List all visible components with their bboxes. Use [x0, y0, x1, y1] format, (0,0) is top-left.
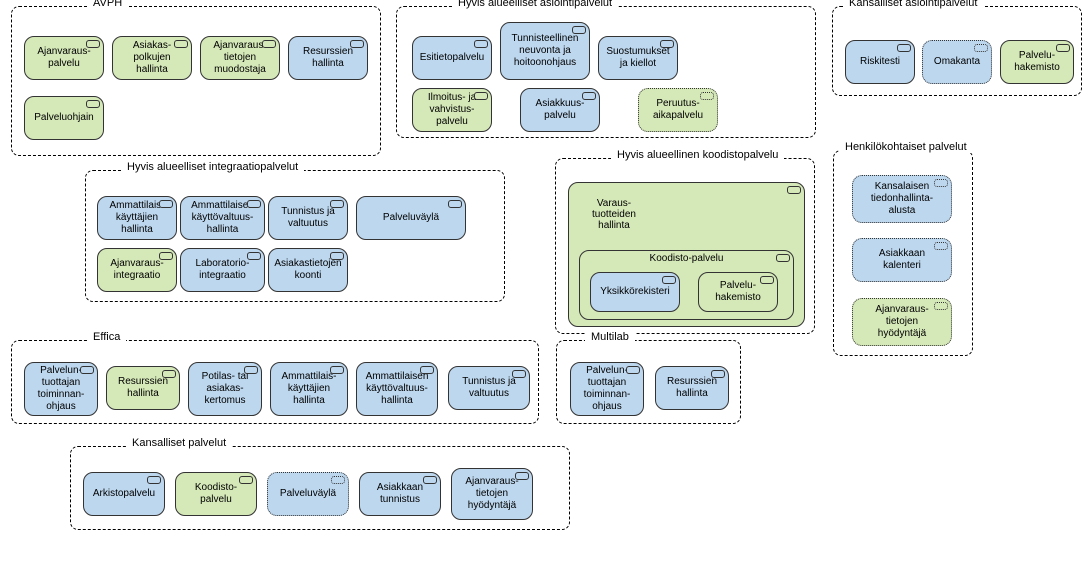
- node-label-peruutus_aika: Peruutus-aikapalvelu: [653, 98, 703, 122]
- node-resurssien_hallinta_1: Resurssienhallinta: [288, 36, 368, 80]
- node-arkistopalvelu: Arkistopalvelu: [83, 472, 165, 516]
- node-suostumukset: Suostumuksetja kiellot: [598, 36, 678, 80]
- node-laboratorio_integraatio: Laboratorio-integraatio: [180, 248, 265, 292]
- node-label-palvelu_hakemisto_1: Palvelu-hakemisto: [1014, 50, 1060, 74]
- group-label-effica: Effica: [87, 331, 126, 343]
- node-label-ajanvaraus_hyodyntaja_1: Ajanvaraus-tietojenhyödyntäjä: [875, 304, 928, 340]
- node-label-laboratorio_integraatio: Laboratorio-integraatio: [196, 258, 250, 282]
- node-ammattilais_kayttajien_2: Ammattilais-käyttäjienhallinta: [270, 362, 348, 416]
- node-label-arkistopalvelu: Arkistopalvelu: [93, 488, 155, 500]
- group-label-avph: AVPH: [87, 0, 128, 9]
- node-ammattilais_kayttajien_1: Ammattilais-käyttäjienhallinta: [97, 196, 177, 240]
- node-label-ajanvaraus_hyodyntaja_2: Ajanvaraus-tietojenhyödyntäjä: [465, 476, 518, 512]
- node-ammattilaisen_kayttovaltuus: Ammattilaisenkäyttövaltuus-hallinta: [180, 196, 265, 240]
- node-label-riskitesti: Riskitesti: [860, 56, 900, 68]
- nested-label-varaus_tuotteiden: Varaus-tuotteiden hallinta: [579, 198, 649, 231]
- node-label-ajanvaraus_integraatio: Ajanvaraus-integraatio: [110, 258, 163, 282]
- node-asiakastietojen_koonti: Asiakastietojenkoonti: [268, 248, 348, 292]
- node-label-palveluvayla_1: Palveluväylä: [383, 212, 439, 224]
- node-label-ajanvaraus_palvelu: Ajanvaraus-palvelu: [37, 46, 90, 70]
- nested-label-koodisto_palvelu: Koodisto-palvelu: [580, 253, 793, 264]
- node-koodisto_palvelu_node: Koodisto-palvelu: [175, 472, 257, 516]
- node-yksikkörekisteri: Yksikkörekisteri: [590, 272, 680, 312]
- node-label-ammattilais_kayttajien_1: Ammattilais-käyttäjienhallinta: [109, 200, 164, 236]
- group-label-hyvis_asiointi: Hyvis alueelliset asiointipalvelut: [452, 0, 618, 9]
- node-label-yksikkörekisteri: Yksikkörekisteri: [600, 286, 669, 298]
- node-label-omakanta: Omakanta: [934, 56, 980, 68]
- node-label-palveluvayla_2: Palveluväylä: [280, 488, 336, 500]
- node-label-tunnistus_valtuutus_1: Tunnistus javaltuutus: [281, 206, 335, 230]
- node-omakanta: Omakanta: [922, 40, 992, 84]
- node-label-palvelun_tuottajan_1: Palvelun-tuottajantoiminnan-ohjaus: [38, 365, 85, 413]
- node-riskitesti: Riskitesti: [845, 40, 915, 84]
- group-label-multilab: Multilab: [585, 331, 635, 343]
- node-ajanvaraus_hyodyntaja_2: Ajanvaraus-tietojenhyödyntäjä: [451, 468, 533, 520]
- group-label-kansalliset_palvelut: Kansalliset palvelut: [126, 437, 232, 449]
- node-label-tunnisteellinen: Tunnisteellinenneuvonta jahoitoonohjaus: [512, 33, 579, 69]
- node-esitietopalvelu: Esitietopalvelu: [412, 36, 492, 80]
- node-label-resurssien_hallinta_2: Resurssienhallinta: [118, 376, 168, 400]
- node-tunnistus_valtuutus_2: Tunnistus javaltuutus: [448, 366, 530, 410]
- node-ajanvaraus_tietojen_muodostaja: Ajanvaraus-tietojenmuodostaja: [200, 36, 280, 80]
- node-label-ammattilaisen_kayttovaltuus: Ammattilaisenkäyttövaltuus-hallinta: [191, 200, 254, 236]
- node-palvelun_tuottajan_2: Palvelun-tuottajantoiminnan-ohjaus: [570, 362, 644, 416]
- group-label-kansalliset_asiointi: Kansalliset asiointipalvelut: [843, 0, 983, 9]
- node-label-asiakkuus_palvelu: Asiakkuus-palvelu: [536, 98, 585, 122]
- node-label-ammattilais_kayttajien_2: Ammattilais-käyttäjienhallinta: [281, 371, 336, 407]
- node-label-esitietopalvelu: Esitietopalvelu: [420, 52, 484, 64]
- node-label-potilas_asiakas: Potilas- taiasiakas-kertomus: [202, 371, 249, 407]
- node-palvelu_hakemisto_2: Palvelu-hakemisto: [698, 272, 778, 312]
- node-label-palvelun_tuottajan_2: Palvelun-tuottajantoiminnan-ohjaus: [584, 365, 631, 413]
- node-palveluvayla_1: Palveluväylä: [356, 196, 466, 240]
- node-asiakkaan_kalenteri: Asiakkaankalenteri: [852, 238, 952, 282]
- node-label-kansalaisen_tiedonhallinta: Kansalaisentiedonhallinta-alusta: [871, 181, 933, 217]
- node-palvelu_hakemisto_1: Palvelu-hakemisto: [1000, 40, 1074, 84]
- node-ilmoitus_vahvistus: Ilmoitus- javahvistus-palvelu: [412, 88, 492, 132]
- node-label-asiakastietojen_koonti: Asiakastietojenkoonti: [274, 258, 341, 282]
- node-label-asiakkaan_tunnistus: Asiakkaantunnistus: [377, 482, 423, 506]
- group-label-henkilokohtaiset: Henkilökohtaiset palvelut: [839, 141, 973, 153]
- node-ajanvaraus_integraatio: Ajanvaraus-integraatio: [97, 248, 177, 292]
- node-palvelun_tuottajan_1: Palvelun-tuottajantoiminnan-ohjaus: [24, 362, 98, 416]
- group-label-hyvis_integraatio: Hyvis alueelliset integraatiopalvelut: [121, 161, 304, 173]
- node-label-suostumukset: Suostumuksetja kiellot: [606, 46, 669, 70]
- node-label-palveluohjain: Palveluohjain: [34, 112, 94, 124]
- node-label-ajanvaraus_tietojen_muodostaja: Ajanvaraus-tietojenmuodostaja: [213, 40, 266, 76]
- node-label-ilmoitus_vahvistus: Ilmoitus- javahvistus-palvelu: [428, 92, 476, 128]
- node-potilas_asiakas: Potilas- taiasiakas-kertomus: [188, 362, 262, 416]
- node-asiakas_polkujen: Asiakas-polkujenhallinta: [112, 36, 192, 80]
- node-label-palvelu_hakemisto_2: Palvelu-hakemisto: [715, 280, 761, 304]
- node-peruutus_aika: Peruutus-aikapalvelu: [638, 88, 718, 132]
- node-resurssien_hallinta_3: Resurssienhallinta: [655, 366, 729, 410]
- group-label-hyvis_koodisto: Hyvis alueellinen koodistopalvelu: [611, 149, 784, 161]
- node-label-resurssien_hallinta_3: Resurssienhallinta: [667, 376, 717, 400]
- node-label-tunnistus_valtuutus_2: Tunnistus javaltuutus: [462, 376, 516, 400]
- node-ammattilaisen_kayttovaltuus_2: Ammattilaisenkäyttövaltuus-hallinta: [356, 362, 438, 416]
- node-tunnisteellinen: Tunnisteellinenneuvonta jahoitoonohjaus: [500, 22, 590, 80]
- node-palveluohjain: Palveluohjain: [24, 96, 104, 140]
- node-ajanvaraus_hyodyntaja_1: Ajanvaraus-tietojenhyödyntäjä: [852, 298, 952, 346]
- node-tunnistus_valtuutus_1: Tunnistus javaltuutus: [268, 196, 348, 240]
- node-palveluvayla_2: Palveluväylä: [267, 472, 349, 516]
- node-label-koodisto_palvelu_node: Koodisto-palvelu: [195, 482, 237, 506]
- node-label-asiakas_polkujen: Asiakas-polkujenhallinta: [133, 40, 171, 76]
- node-kansalaisen_tiedonhallinta: Kansalaisentiedonhallinta-alusta: [852, 175, 952, 223]
- node-resurssien_hallinta_2: Resurssienhallinta: [106, 366, 180, 410]
- node-label-resurssien_hallinta_1: Resurssienhallinta: [303, 46, 353, 70]
- node-label-asiakkaan_kalenteri: Asiakkaankalenteri: [879, 248, 925, 272]
- node-label-ammattilaisen_kayttovaltuus_2: Ammattilaisenkäyttövaltuus-hallinta: [366, 371, 429, 407]
- node-asiakkaan_tunnistus: Asiakkaantunnistus: [359, 472, 441, 516]
- node-ajanvaraus_palvelu: Ajanvaraus-palvelu: [24, 36, 104, 80]
- node-asiakkuus_palvelu: Asiakkuus-palvelu: [520, 88, 600, 132]
